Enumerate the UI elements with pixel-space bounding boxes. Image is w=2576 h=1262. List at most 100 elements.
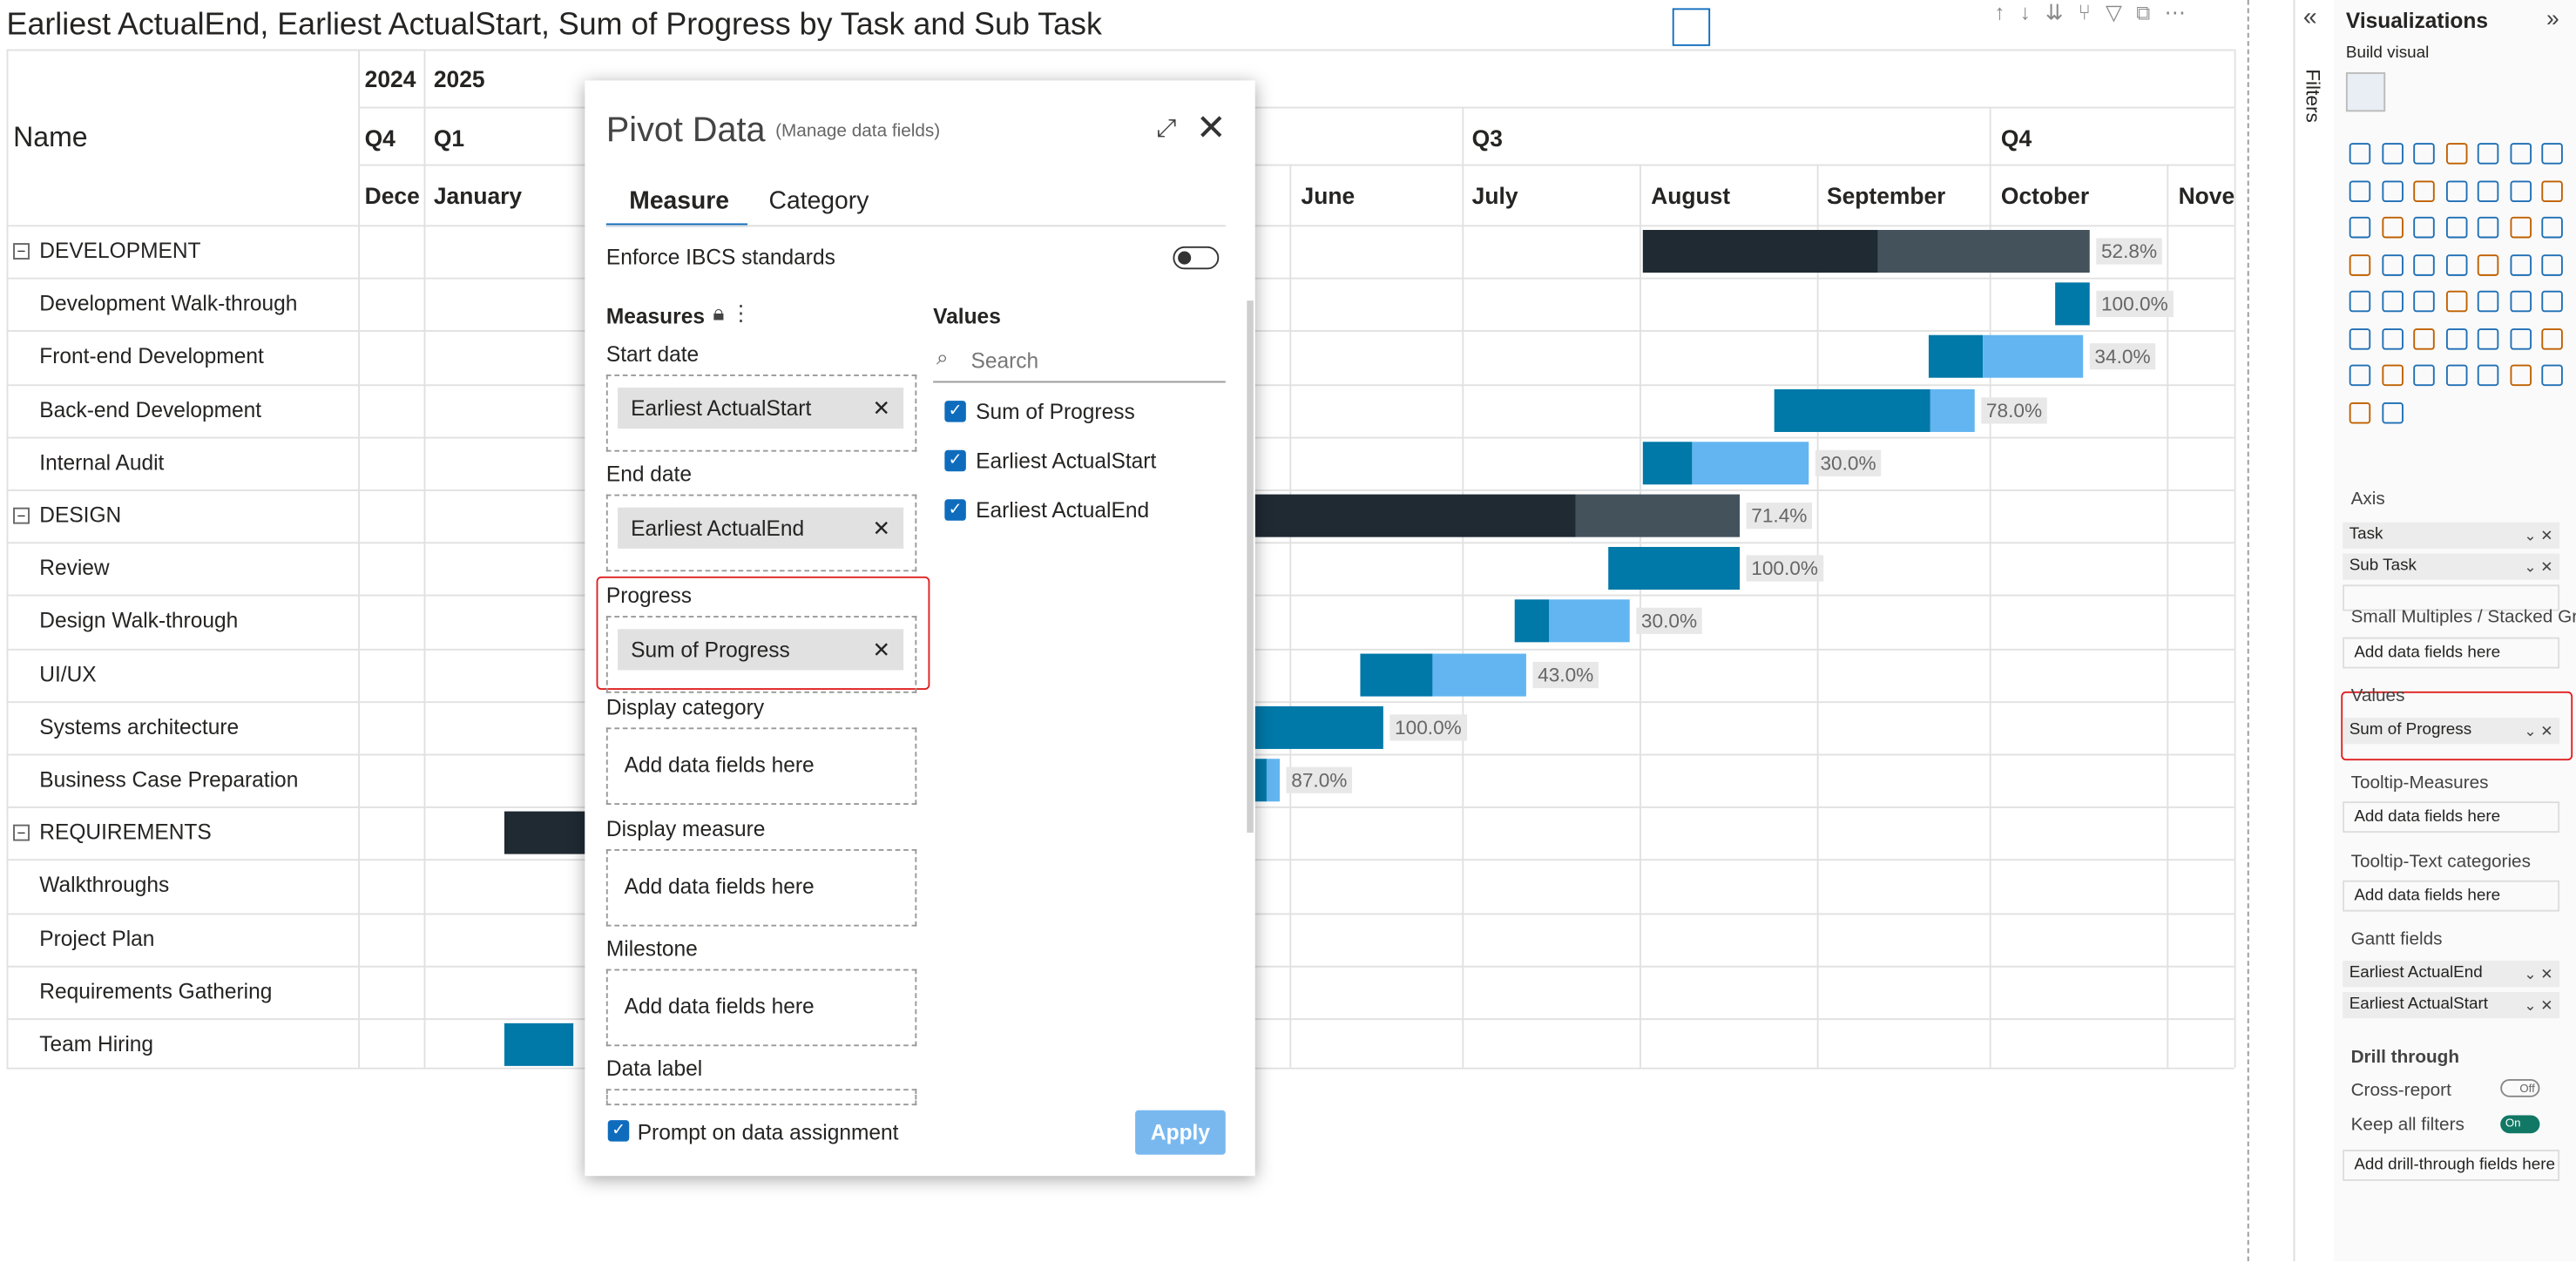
visual-type-icon[interactable]: [2381, 364, 2403, 387]
tab[interactable]: Measure: [629, 186, 730, 216]
visual-type-icon[interactable]: [2509, 143, 2532, 165]
visual-type-icon[interactable]: [2381, 179, 2403, 202]
visual-type-icon[interactable]: [2349, 179, 2371, 202]
scrollbar[interactable]: [1247, 300, 1254, 833]
drop-zone[interactable]: [605, 727, 917, 806]
visual-type-icon[interactable]: [2509, 364, 2532, 387]
visual-type-icon[interactable]: [2381, 143, 2403, 165]
drop-zone[interactable]: [605, 374, 917, 452]
field-menu[interactable]: ⌄ ✕: [2524, 722, 2553, 739]
visual-type-icon[interactable]: [2477, 143, 2499, 165]
visual-type-icon[interactable]: [2477, 216, 2499, 239]
visual-type-icon[interactable]: [2413, 327, 2435, 349]
drop-zone[interactable]: [605, 968, 917, 1047]
visual-type-icon[interactable]: [2381, 402, 2403, 423]
toggle-off[interactable]: Off: [2500, 1078, 2540, 1097]
visual-toolbar[interactable]: ↑↓⇊⑂▽⧉⋯: [1994, 0, 2201, 25]
field-chip[interactable]: Earliest ActualEnd ✕: [618, 507, 904, 549]
drop-zone[interactable]: [605, 1089, 917, 1106]
visual-type-icon[interactable]: [2349, 290, 2371, 313]
visual-type-icon[interactable]: [2445, 216, 2467, 239]
visual-type-icon[interactable]: [2413, 216, 2435, 239]
expand-icon[interactable]: −: [13, 825, 30, 841]
visual-type-icon[interactable]: [2509, 290, 2532, 313]
well-dropzone[interactable]: Add data fields here: [2343, 637, 2560, 669]
visual-type-icon[interactable]: [2509, 327, 2532, 349]
visual-type-icon[interactable]: [2541, 216, 2563, 239]
drop-zone[interactable]: [605, 616, 917, 693]
visual-type-icon[interactable]: [2349, 216, 2371, 239]
remove-field[interactable]: ✕: [872, 395, 891, 421]
well-field[interactable]: Sum of Progress ⌄ ✕: [2343, 718, 2560, 745]
expand-button[interactable]: ⤢: [1156, 115, 1177, 144]
field-menu[interactable]: ⌄ ✕: [2524, 996, 2553, 1014]
visual-type-icon[interactable]: [2349, 143, 2371, 165]
drop-zone[interactable]: [605, 848, 917, 927]
visual-type-icon[interactable]: [2413, 143, 2435, 165]
remove-field[interactable]: ✕: [872, 637, 891, 662]
visual-type-icon[interactable]: [2477, 290, 2499, 313]
visual-type-icon[interactable]: [2541, 364, 2563, 387]
checkbox[interactable]: ✓: [944, 449, 966, 472]
visual-type-icon[interactable]: [2477, 364, 2499, 387]
remove-field[interactable]: ✕: [872, 516, 891, 541]
drill-button[interactable]: [1672, 8, 1711, 46]
drill-dropzone[interactable]: Add drill-through fields here: [2343, 1150, 2560, 1181]
visual-type-icon[interactable]: [2381, 327, 2403, 349]
visual-type-icon[interactable]: [2541, 290, 2563, 313]
visual-type-icon[interactable]: [2509, 216, 2532, 239]
visual-type-icon[interactable]: [2509, 253, 2532, 275]
visual-type-icon[interactable]: [2541, 253, 2563, 275]
visual-type-icon[interactable]: [2445, 253, 2467, 275]
visual-type-icon[interactable]: [2541, 179, 2563, 202]
checkbox[interactable]: ✓: [944, 499, 966, 521]
visual-type-icon[interactable]: [2381, 216, 2403, 239]
checkbox[interactable]: ✓: [607, 1120, 630, 1142]
well-field[interactable]: Earliest ActualStart ⌄ ✕: [2343, 992, 2560, 1019]
field-chip[interactable]: Earliest ActualStart ✕: [618, 388, 904, 429]
visual-type-icon[interactable]: [2445, 290, 2467, 313]
field-menu[interactable]: ⌄ ✕: [2524, 558, 2553, 576]
filters-strip[interactable]: « Filters: [2293, 0, 2336, 1262]
expand-icon[interactable]: −: [13, 243, 30, 260]
field-chip[interactable]: Sum of Progress ✕: [618, 629, 904, 671]
visual-type-icon[interactable]: [2413, 253, 2435, 275]
visual-type-icon[interactable]: [2445, 364, 2467, 387]
visual-type-icon[interactable]: [2413, 179, 2435, 202]
visual-type-icon[interactable]: [2477, 253, 2499, 275]
well-field[interactable]: Earliest ActualEnd ⌄ ✕: [2343, 961, 2560, 988]
visual-type-icon[interactable]: [2541, 327, 2563, 349]
visual-type-icon[interactable]: [2349, 327, 2371, 349]
visual-type-icon[interactable]: [2349, 402, 2371, 423]
drop-zone[interactable]: [605, 494, 917, 572]
visual-type-icon[interactable]: [2477, 179, 2499, 202]
visual-type-icon[interactable]: [2413, 290, 2435, 313]
visual-type-icon[interactable]: [2445, 327, 2467, 349]
collapse[interactable]: »: [2546, 4, 2559, 31]
visual-type-icon[interactable]: [2349, 253, 2371, 275]
well-field[interactable]: Task ⌄ ✕: [2343, 522, 2560, 549]
visual-type-icon[interactable]: [2413, 364, 2435, 387]
visual-icons[interactable]: [2345, 71, 2386, 112]
visual-type-icon[interactable]: [2381, 290, 2403, 313]
visual-type-icon[interactable]: [2445, 179, 2467, 202]
expand-icon[interactable]: −: [13, 507, 30, 524]
well-dropzone[interactable]: [2343, 584, 2560, 611]
visual-type-icon[interactable]: [2541, 143, 2563, 165]
lock-icon[interactable]: 🔒︎ ⋮: [713, 300, 752, 326]
well-dropzone[interactable]: Add data fields here: [2343, 880, 2560, 912]
visual-type-icon[interactable]: [2477, 327, 2499, 349]
toggle-on[interactable]: On: [2500, 1115, 2540, 1134]
field-menu[interactable]: ⌄ ✕: [2524, 965, 2553, 982]
ibcs-toggle[interactable]: [1173, 246, 1220, 270]
visual-type-icon[interactable]: [2445, 143, 2467, 165]
well-field[interactable]: Sub Task ⌄ ✕: [2343, 553, 2560, 580]
visual-type-icon[interactable]: [2509, 179, 2532, 202]
tab[interactable]: Category: [768, 186, 869, 216]
well-dropzone[interactable]: Add data fields here: [2343, 801, 2560, 833]
close-button[interactable]: ✕: [1195, 106, 1227, 148]
apply-button[interactable]: Apply: [1135, 1110, 1226, 1155]
visual-type-icon[interactable]: [2349, 364, 2371, 387]
checkbox[interactable]: ✓: [944, 401, 966, 422]
search-box[interactable]: Search: [970, 348, 1039, 374]
